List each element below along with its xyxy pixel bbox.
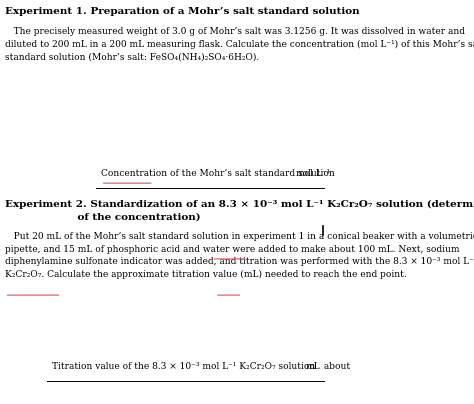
Text: Titration value of the 8.3 × 10⁻³ mol L⁻¹ K₂Cr₂O₇ solution   about: Titration value of the 8.3 × 10⁻³ mol L⁻… xyxy=(52,362,350,370)
Text: mL: mL xyxy=(306,362,320,370)
Text: Put 20 mL of the Mohr’s salt standard solution in experiment 1 in a conical beak: Put 20 mL of the Mohr’s salt standard so… xyxy=(5,232,474,279)
Text: mol L⁻¹: mol L⁻¹ xyxy=(296,169,330,178)
Text: Concentration of the Mohr’s salt standard solution: Concentration of the Mohr’s salt standar… xyxy=(101,169,335,178)
Text: Experiment 2. Standardization of an 8.3 × 10⁻³ mol L⁻¹ K₂Cr₂O₇ solution (determi: Experiment 2. Standardization of an 8.3 … xyxy=(5,200,474,222)
Text: Experiment 1. Preparation of a Mohr’s salt standard solution: Experiment 1. Preparation of a Mohr’s sa… xyxy=(5,7,359,17)
Text: The precisely measured weight of 3.0 g of Mohr’s salt was 3.1256 g. It was disso: The precisely measured weight of 3.0 g o… xyxy=(5,27,474,62)
